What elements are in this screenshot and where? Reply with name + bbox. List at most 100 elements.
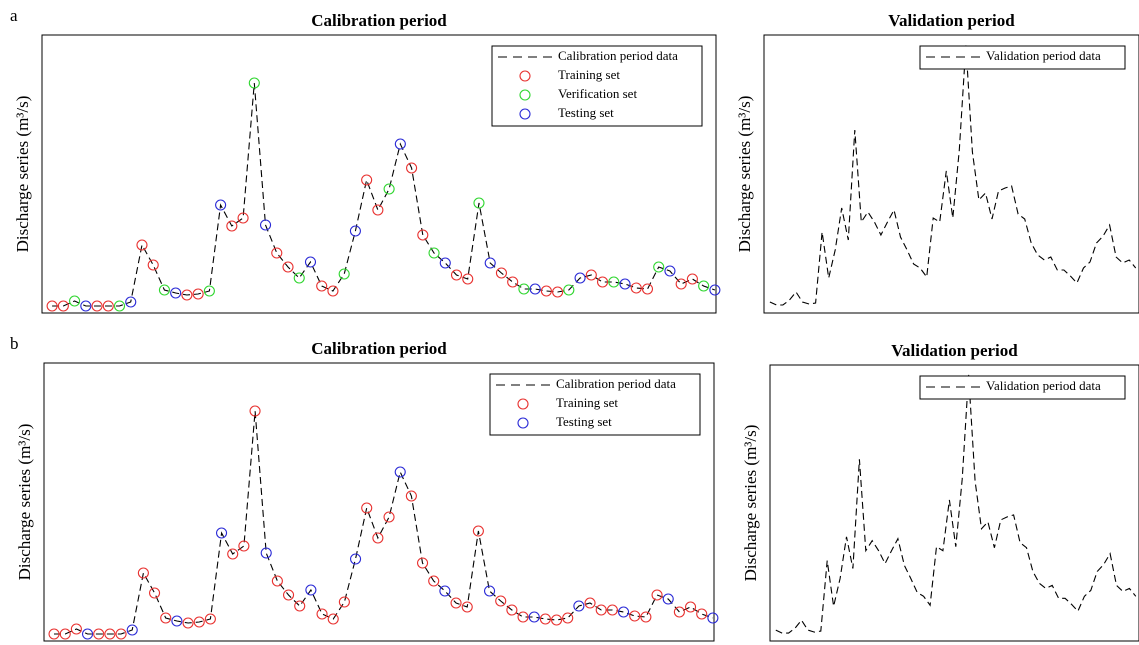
data-marker [293, 272, 305, 284]
data-marker [641, 283, 654, 295]
data-marker [181, 289, 193, 301]
data-marker [495, 595, 507, 607]
data-marker [653, 261, 665, 273]
data-marker [394, 138, 406, 150]
data-marker [57, 300, 69, 312]
data-marker [529, 283, 541, 295]
data-marker [585, 269, 597, 281]
y-axis-label: Discharge series (m³/s) [15, 424, 34, 581]
legend-box [919, 45, 1126, 70]
data-marker [226, 220, 238, 232]
data-marker [528, 611, 540, 623]
data-marker [483, 585, 496, 597]
plot-frame [763, 34, 1139, 314]
y-axis-label: Discharge series (m³/s) [741, 425, 760, 582]
legend-label: Testing set [558, 105, 614, 120]
data-marker [316, 608, 328, 620]
data-marker [372, 204, 384, 216]
data-marker [584, 597, 596, 609]
data-marker [46, 300, 58, 312]
data-marker [193, 616, 205, 628]
data-marker [271, 247, 283, 259]
data-marker [709, 284, 721, 296]
data-marker [147, 259, 159, 271]
data-marker [383, 183, 395, 195]
data-marker [372, 532, 384, 544]
data-marker [204, 613, 216, 625]
legend-label: Validation period data [986, 48, 1101, 63]
legend-marker [519, 108, 531, 120]
data-marker [619, 278, 631, 290]
data-marker [227, 548, 239, 560]
data-marker [48, 628, 60, 640]
chart-title: Validation period [888, 11, 1015, 30]
data-marker [260, 547, 272, 559]
data-marker [698, 280, 710, 292]
data-marker [349, 553, 362, 565]
data-marker [248, 77, 260, 89]
data-marker [237, 212, 249, 224]
data-marker [664, 265, 676, 277]
data-marker [428, 575, 440, 587]
data-marker [563, 284, 575, 296]
data-marker [361, 502, 373, 514]
data-marker [606, 604, 618, 616]
data-marker [406, 162, 418, 174]
legend-box [489, 373, 701, 436]
data-marker [696, 608, 708, 620]
legend-label: Testing set [556, 414, 612, 429]
data-marker [327, 613, 339, 625]
data-line [769, 44, 1137, 306]
data-marker [417, 229, 429, 241]
data-marker [462, 273, 474, 285]
legend-label: Validation period data [986, 378, 1101, 393]
data-marker [137, 567, 149, 579]
legend-label: Training set [558, 67, 620, 82]
data-marker [595, 604, 607, 616]
data-marker [617, 606, 630, 618]
chart-title: Calibration period [311, 11, 447, 30]
data-marker [630, 282, 642, 294]
data-marker [282, 261, 294, 273]
data-marker [91, 300, 103, 312]
data-marker [506, 604, 518, 616]
y-axis-label: Discharge series (m³/s) [735, 96, 754, 253]
data-marker [552, 286, 564, 298]
data-marker [629, 610, 641, 622]
data-marker [686, 273, 698, 285]
y-axis-label: Discharge series (m³/s) [13, 96, 32, 253]
legend-marker [517, 398, 529, 410]
data-marker [662, 593, 674, 605]
data-marker [203, 285, 215, 297]
data-marker [608, 276, 620, 288]
data-line [775, 374, 1137, 634]
plot-frame [769, 364, 1139, 642]
data-marker [484, 257, 496, 269]
data-marker [361, 174, 373, 186]
data-marker [215, 199, 227, 211]
data-marker [439, 257, 451, 269]
data-marker [102, 300, 114, 312]
data-marker [518, 283, 530, 295]
data-marker [562, 612, 574, 624]
legend-box [491, 45, 703, 127]
data-marker [473, 197, 485, 209]
data-marker [82, 628, 94, 640]
data-marker [160, 612, 172, 624]
data-marker [115, 628, 127, 640]
data-marker [495, 267, 507, 279]
data-marker [171, 615, 183, 627]
data-marker [104, 628, 116, 640]
legend-marker [517, 417, 529, 429]
legend-label: Calibration period data [558, 48, 678, 63]
data-marker [170, 287, 182, 299]
data-marker [149, 587, 161, 599]
legend-label: Calibration period data [556, 376, 676, 391]
data-marker [271, 575, 283, 587]
data-marker [675, 278, 687, 290]
data-marker [294, 600, 306, 612]
data-marker [405, 490, 417, 502]
chart-title: Validation period [891, 341, 1018, 360]
legend-label: Verification set [558, 86, 637, 101]
